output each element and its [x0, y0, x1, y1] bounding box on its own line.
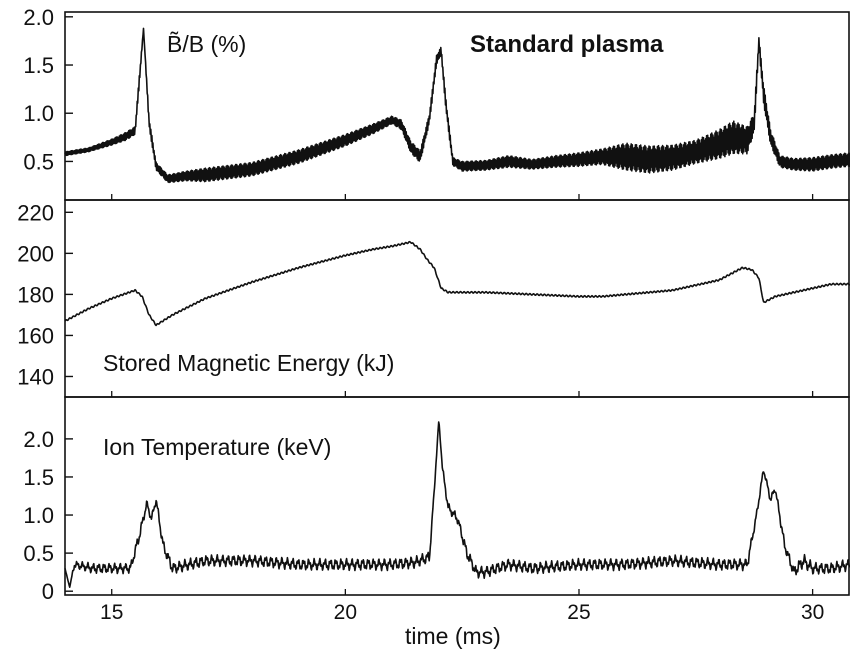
y-tick-label: 0.5: [23, 541, 54, 566]
panel-magnetic-fluctuation: 0.5 1.0 1.5 2.0: [23, 5, 850, 201]
x-tick-label: 25: [567, 601, 590, 624]
panel-3-frame: [64, 396, 850, 596]
y-tick-label: 220: [17, 200, 54, 225]
y-tick-label: 0: [42, 579, 54, 604]
shared-time-axis: 15 20 25 30: [100, 601, 824, 624]
panel-3-trace: [64, 421, 850, 588]
panel-2-trace: [64, 240, 850, 327]
panel-1-label: B̃/B (%): [167, 31, 246, 57]
y-tick-label: 1.0: [23, 503, 54, 528]
x-axis-title: time (ms): [405, 623, 501, 649]
panel-3-label: Ion Temperature (keV): [103, 434, 331, 460]
x-tick-label: 15: [100, 601, 123, 624]
panel-stored-energy: 140 160 180 200 220: [17, 199, 850, 398]
y-tick-label: 200: [17, 241, 54, 266]
x-tick-label: 20: [334, 601, 357, 624]
panel-ion-temperature: 0 0.5 1.0 1.5 2.0: [23, 396, 850, 604]
panel-1-trace: [64, 27, 850, 184]
y-tick-label: 2.0: [23, 5, 54, 30]
y-tick-label: 1.5: [23, 465, 54, 490]
y-tick-label: 0.5: [23, 149, 54, 174]
panel-2-label: Stored Magnetic Energy (kJ): [103, 350, 394, 376]
y-tick-label: 160: [17, 323, 54, 348]
y-tick-label: 2.0: [23, 427, 54, 452]
y-tick-label: 180: [17, 282, 54, 307]
y-tick-label: 140: [17, 364, 54, 389]
x-tick-label: 30: [801, 601, 824, 624]
standard-plasma-annotation: Standard plasma: [470, 31, 664, 58]
y-tick-label: 1.0: [23, 101, 54, 126]
y-tick-label: 1.5: [23, 53, 54, 78]
